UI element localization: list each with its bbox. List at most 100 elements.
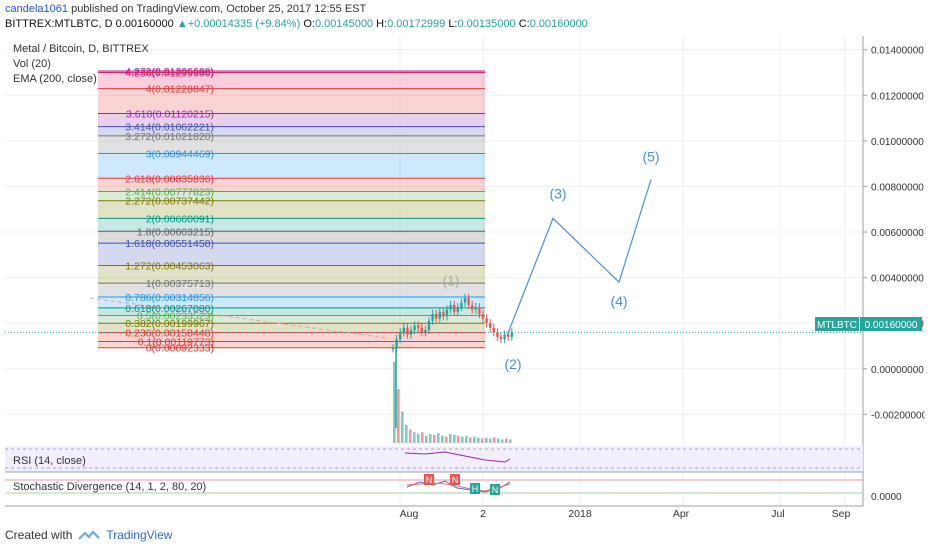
price-candles [5,294,863,429]
wave-label: (5) [642,149,659,165]
volume-bar [505,438,508,443]
stoch-axis-label: 0.0000 [871,492,902,503]
fib-level-label: 3.272(0.01021820) [125,131,214,143]
footer: Created with TradingView [5,528,172,542]
fib-level-label: 0.236(0.00158448) [125,328,214,340]
volume-bar [453,434,456,443]
time-axis-label: Aug [400,508,419,520]
change-value: +0.00014335 (+9.84%) [187,18,301,30]
fib-band [98,88,485,114]
fib-band [98,315,485,324]
divergence-marker [450,474,460,485]
open-value: 0.00145000 [314,18,374,30]
rsi-label: RSI (14, close) [13,455,86,467]
candle-body [503,334,506,340]
volume-bar [429,434,432,443]
fib-band [98,231,485,244]
candle-body [485,318,488,324]
volume-bar [461,436,464,443]
price-axis-label: -0.00200000 [871,410,925,421]
legend-ema: EMA (200, close) [13,73,97,85]
candle-body [510,332,513,337]
fib-band [98,243,485,266]
last-price: 0.00160000 [115,18,174,30]
volume-bar [473,436,476,443]
divergence-marker-text: N [492,485,499,495]
volume-bar [449,434,452,443]
volume-bar [405,425,408,443]
price-axis-label: 0.00600000 [871,228,924,239]
fib-labels: 4.272(0.01306698)4.236(0.01299980) 4(0.01… [125,66,214,355]
fib-band [98,135,485,154]
fib-level-label: 0.1(0.00119773) [138,336,214,348]
volume-bar [469,437,472,443]
fib-band [98,153,485,179]
candle-body [435,314,438,319]
volume-bar [481,438,484,443]
candle-body [449,304,452,310]
time-axis-label: Apr [673,508,690,520]
time-axis-label: 2018 [568,508,592,520]
fib-band [98,265,485,284]
volume-bar [409,429,412,443]
candle-body [417,325,420,328]
price-chart[interactable]: 4.272(0.01306698)4.236(0.01299980) 4(0.01… [5,36,928,521]
candle-body [438,311,441,319]
candle-body [481,314,485,319]
candle-body [402,327,405,333]
volume-bar [441,435,444,443]
volume-bar [489,438,492,443]
close-label: C: [518,18,530,30]
fib-band [98,72,485,89]
price-axis-label: 0.01200000 [871,91,924,102]
volume-bar [397,389,400,443]
fib-band [98,191,485,201]
change-arrow-icon: ▲ [176,18,188,30]
indicator-panes: N N H N [5,446,863,507]
fib-level-label: 2(0.00660091) [146,213,214,225]
legend-title: Metal / Bitcoin, D, BITTREX [13,43,149,55]
price-tag-value [860,317,922,331]
close-value: 0.00160000 [529,18,588,30]
publish-line: candela1061 published on TradingView.com… [5,3,366,15]
tradingview-link[interactable]: TradingView [106,528,173,542]
time-axis-label: Sep [832,508,851,520]
candle-body [489,323,492,328]
high-value: 0.00172999 [387,18,446,30]
divergence-marker-text: H [472,484,479,494]
fib-level-label: 4.272(0.01306698) [125,66,214,78]
candle-body [413,325,416,331]
candle-body [445,309,449,317]
created-with-text: Created with [5,528,73,542]
volume-bar [425,435,428,443]
fib-band [98,113,485,127]
fib-level-label: 4(0.01228847) [146,84,214,96]
candle-body [478,307,481,315]
author-link[interactable]: candela1061 [5,3,69,15]
volume-bar [465,435,468,443]
divergence-marker-text: N [426,475,433,485]
wave-label: (3) [549,185,566,201]
volume-bar [437,433,440,443]
fib-level-label: 0.618(0.00267080) [125,303,214,315]
fib-level-label: 0.5(0.00233523) [137,311,214,323]
fib-level-label: 3(0.00944469) [146,149,214,161]
divergence-marker [470,483,480,494]
time-axis-label: Jul [771,508,784,520]
divergence-marker [424,474,434,485]
fib-band [98,323,485,333]
price-axis-label: 0.01000000 [871,137,924,148]
low-label: L: [448,18,458,30]
fib-extension-zone [89,70,485,349]
candle-body [460,302,463,308]
candle-body [431,314,434,321]
price-tag-symbol-text: MTLBTC [817,320,857,331]
fib-level-label: 2.272(0.00737442) [125,196,214,208]
time-axis-label: 2 [480,508,486,520]
time-axis[interactable]: Aug 2 2018 Apr Jul Sep [400,508,851,520]
fib-band [98,297,485,308]
volume-bar [445,436,448,443]
price-axis-label: 0.00400000 [871,274,924,285]
price-axis-label: 0.00800000 [871,182,924,193]
chart-container[interactable]: 4.272(0.01306698) 4.236(0.01299980) 4(0.01… [5,36,928,521]
